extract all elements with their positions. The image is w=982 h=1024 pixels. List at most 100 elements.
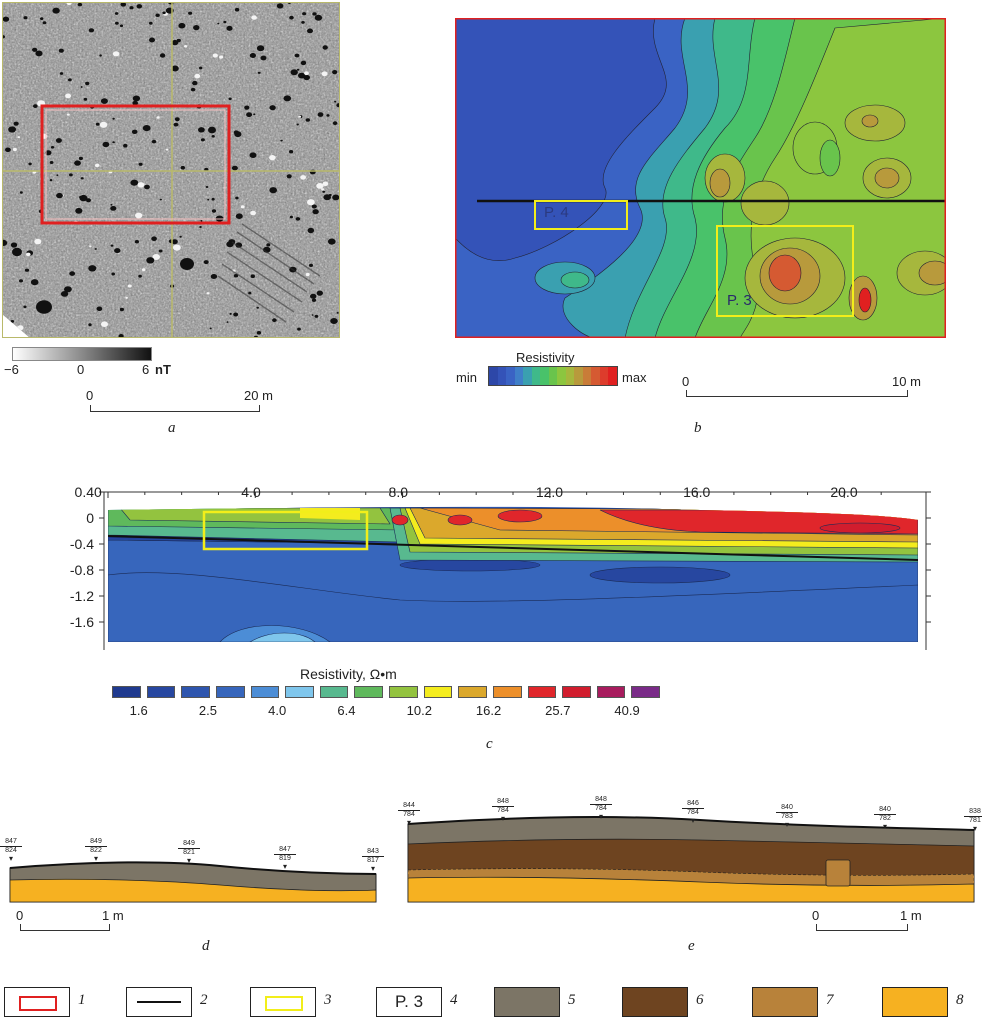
colorbar-c-swatch — [527, 686, 557, 698]
elevation-marker: 838 781 ▾ — [964, 808, 982, 833]
colorbar-b-swatch — [557, 367, 566, 385]
marker-top-value: 844 — [398, 802, 420, 811]
scale-e-start: 0 — [812, 908, 820, 923]
colorbar-b-swatch — [591, 367, 600, 385]
resistivity-map — [454, 17, 947, 339]
legend-swatch — [250, 987, 316, 1017]
legend-number: 5 — [568, 992, 576, 1008]
marker-top-value: 849 — [85, 838, 107, 847]
colorbar-c-swatch — [389, 686, 418, 698]
marker-bottom-value: 784 — [497, 807, 509, 814]
scale-bar-e — [816, 924, 908, 931]
colorbar-b-swatch — [514, 367, 524, 385]
colorbar-b-swatch — [548, 367, 558, 385]
colorbar-c-swatch — [112, 686, 141, 698]
scale-bar-a — [90, 405, 260, 412]
trench-profile-d — [0, 830, 390, 905]
legend-number: 3 — [324, 992, 332, 1008]
marker-arrow-icon: ▾ — [406, 818, 411, 827]
marker-bottom-value: 824 — [5, 847, 17, 854]
marker-top-value: 849 — [178, 840, 200, 849]
y-tick-label: -1.6 — [69, 614, 94, 630]
marker-top-value: 846 — [682, 800, 704, 809]
anomaly-dots — [2, 2, 340, 338]
legend-number: 2 — [200, 992, 208, 1008]
colorbar-b-swatch — [599, 367, 609, 385]
marker-arrow-icon: ▾ — [8, 854, 13, 863]
legend-swatch — [4, 987, 70, 1017]
colorbar-c-label: 16.2 — [475, 703, 502, 718]
marker-top-value: 847 — [0, 838, 22, 847]
x-tick-label: 0 — [94, 484, 102, 500]
caption-e: e — [688, 938, 695, 954]
magnetometry-map — [2, 2, 340, 338]
scale-a-end: 20 m — [244, 388, 273, 403]
colorbar-mid-label: 0 — [77, 362, 85, 377]
marker-arrow-icon: ▾ — [282, 862, 287, 871]
colorbar-b-swatch — [497, 367, 507, 385]
colorbar-b-swatch — [540, 367, 549, 385]
colorbar-c-swatch — [215, 686, 245, 698]
marker-arrow-icon: ▾ — [882, 822, 887, 831]
colorbar-b-swatch — [489, 367, 498, 385]
legend-number: 6 — [696, 992, 704, 1008]
marker-arrow-icon: ▾ — [690, 816, 695, 825]
marker-arrow-icon: ▾ — [500, 814, 505, 823]
x-tick-label: 20.0 — [830, 484, 858, 500]
elevation-marker: 849 821 ▾ — [178, 840, 200, 865]
marker-top-value: 847 — [274, 846, 296, 855]
x-tick-label: 16.0 — [683, 484, 711, 500]
y-tick-label: -0.4 — [69, 536, 94, 552]
legend-number: 7 — [826, 992, 834, 1008]
resistivity-colorbar-b — [488, 366, 618, 386]
colorbar-c-swatch — [492, 686, 522, 698]
marker-top-value: 838 — [964, 808, 982, 817]
elevation-marker: 840 782 ▾ — [874, 806, 896, 831]
colorbar-c-swatch — [250, 686, 280, 698]
colorbar-c-label: 25.7 — [545, 703, 571, 718]
colorbar-c-swatch — [181, 686, 210, 698]
y-tick-label: 0 — [86, 510, 94, 526]
colorbar-c-swatch — [285, 686, 314, 698]
marker-arrow-icon: ▾ — [784, 820, 789, 829]
marker-bottom-value: 817 — [367, 857, 379, 864]
marker-top-value: 840 — [776, 804, 798, 813]
trench-profile-e — [400, 810, 982, 905]
elevation-marker: 848 784 ▾ — [590, 796, 612, 821]
x-tick-label: 8.0 — [388, 484, 408, 500]
resistivity-max-label: max — [622, 370, 647, 385]
colorbar-b-swatch — [523, 367, 532, 385]
trench-p3-label: P. 3 — [727, 292, 752, 309]
colorbar-c-label: 6.4 — [337, 703, 356, 718]
colorbar-c-swatch — [631, 686, 660, 698]
colorbar-c-label: 40.9 — [614, 703, 640, 718]
colorbar-c-label: 1.6 — [129, 703, 148, 718]
marker-top-value: 840 — [874, 806, 896, 815]
colorbar-b-swatch — [574, 367, 583, 385]
legend-swatch — [126, 987, 192, 1017]
colorbar-max-label: 6 — [142, 362, 150, 377]
colorbar-c-swatch — [596, 686, 626, 698]
legend-number: 4 — [450, 992, 458, 1008]
trench-p3-box — [716, 225, 854, 317]
trench-p4-label: P. 4 — [544, 204, 569, 221]
marker-bottom-value: 784 — [687, 809, 699, 816]
section-trench-box — [202, 510, 369, 551]
legend-swatch — [622, 987, 688, 1017]
elevation-marker: 840 783 ▾ — [776, 804, 798, 829]
trench-p4-box — [534, 200, 628, 230]
resistivity-title-b: Resistivity — [516, 350, 575, 365]
marker-bottom-value: 783 — [781, 813, 793, 820]
colorbar-c-label: 10.2 — [406, 703, 432, 718]
marker-arrow-icon: ▾ — [93, 854, 98, 863]
colorbar-b-swatch — [608, 367, 617, 385]
marker-arrow-icon: ▾ — [598, 812, 603, 821]
scale-e-end: 1 m — [900, 908, 922, 923]
marker-arrow-icon: ▾ — [370, 864, 375, 873]
scale-bar-b — [686, 390, 908, 397]
resistivity-colorbar-c — [112, 686, 660, 698]
colorbar-c-swatch — [423, 686, 453, 698]
scale-b-end: 10 m — [892, 374, 921, 389]
y-tick-label: -0.8 — [69, 562, 94, 578]
scale-b-start: 0 — [682, 374, 690, 389]
